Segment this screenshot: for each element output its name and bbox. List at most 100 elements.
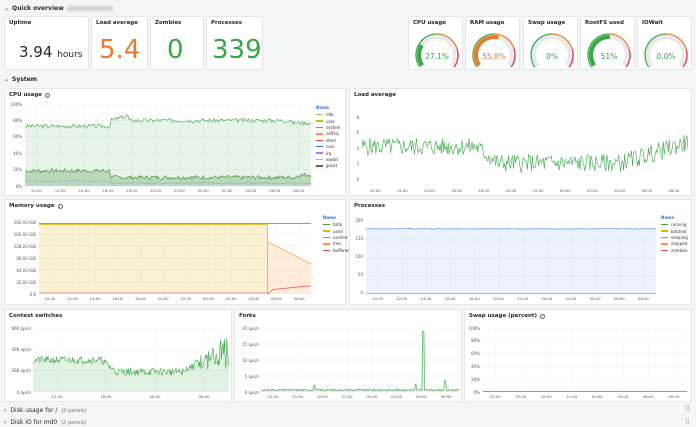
legend-item[interactable]: user xyxy=(316,118,340,124)
legend-swatch xyxy=(316,152,323,154)
drag-handle-icon[interactable]: ⠿ xyxy=(684,418,690,426)
y-tick: 50 xyxy=(357,271,363,277)
panel-title: Zombies xyxy=(155,20,182,26)
legend-item[interactable]: sleeping xyxy=(661,234,688,240)
y-tick: 40% xyxy=(13,150,22,156)
uptime-panel: Uptime 3.94 hours xyxy=(4,16,89,70)
x-tick: 10:00 xyxy=(369,188,381,193)
x-tick: 14:00 xyxy=(89,296,101,301)
gauge-panel-iowait: IOWait 0.0% xyxy=(637,16,692,70)
x-tick: 08:00 xyxy=(637,296,649,301)
gauge-threshold xyxy=(568,49,574,68)
row-count: (2 panels) xyxy=(61,419,87,426)
legend-item[interactable]: stopped xyxy=(661,241,688,247)
x-tick: 18:00 xyxy=(100,394,112,399)
y-tick: 0 B xyxy=(29,291,36,297)
row-disk-usage[interactable]: › Disk usage for / (2 panels) xyxy=(4,407,87,414)
forks-chart xyxy=(261,328,459,392)
legend-item[interactable]: irq xyxy=(316,150,340,156)
row-disk-io[interactable]: › Disk IO for md0 (2 panels) xyxy=(4,419,86,426)
gauge-panel-rootfs: RootFS used 51% xyxy=(580,16,635,70)
series-line xyxy=(362,134,688,173)
gauge-threshold xyxy=(530,33,553,68)
memory-usage-panel: Memory usage i 192.00 GiB 160.00 GiB 128.0… xyxy=(4,199,350,305)
uptime-value: 3.94 hours xyxy=(19,43,83,61)
legend-label: guest xyxy=(326,163,338,169)
legend-item[interactable]: blocked xyxy=(661,228,688,234)
x-tick: 16:00 xyxy=(102,188,114,193)
x-tick: 22:00 xyxy=(517,296,529,301)
x-tick: 12:00 xyxy=(67,296,78,301)
processes-value: 339 xyxy=(212,35,262,65)
y-tick: 60% xyxy=(471,351,480,357)
series-area xyxy=(33,338,229,392)
swap-usage-panel: Swap usage (percent) i 100% 80% 60% 40% 20% 0… xyxy=(464,309,692,402)
series-line xyxy=(25,114,311,129)
cpu-chart xyxy=(25,104,311,186)
y-tick: 20% xyxy=(13,167,22,173)
gauge-fill xyxy=(589,35,610,67)
legend-item[interactable]: system xyxy=(316,124,340,130)
x-tick: 16:00 xyxy=(451,188,463,193)
x-tick: 10:00 xyxy=(44,296,56,301)
x-tick: 16:00 xyxy=(444,296,456,301)
legend-label: total xyxy=(333,222,343,228)
chevron-down-icon: ⌄ xyxy=(4,76,10,83)
memory-chart xyxy=(39,222,311,294)
panel-title: CPU usage xyxy=(413,20,447,26)
legend-swatch xyxy=(323,230,330,232)
legend-swatch xyxy=(316,139,323,141)
gauge-threshold xyxy=(472,33,495,68)
x-tick: 22:00 xyxy=(173,188,185,193)
x-tick: 12:00 xyxy=(396,188,408,193)
sleeping-area xyxy=(366,228,656,294)
section-system[interactable]: ⌄ System xyxy=(4,76,37,83)
x-tick: 02:00 xyxy=(225,296,237,301)
legend-label: nice xyxy=(326,144,335,150)
chevron-right-icon: › xyxy=(4,407,7,414)
x-tick: 14:00 xyxy=(423,188,435,193)
legend-swatch xyxy=(661,223,668,226)
load-stat-panel: Load average 5.4 xyxy=(91,16,148,70)
legend-item[interactable]: steal xyxy=(316,137,340,143)
info-icon[interactable]: i xyxy=(45,92,51,98)
legend-item[interactable]: iowait xyxy=(316,156,340,162)
legend-swatch xyxy=(323,249,330,251)
legend-item[interactable]: buffered xyxy=(323,247,350,253)
legend-item[interactable]: free xyxy=(323,241,350,247)
legend-item[interactable]: guest xyxy=(316,163,340,169)
legend-swatch xyxy=(316,120,323,122)
legend-swatch xyxy=(323,236,330,239)
y-tick: 200 xyxy=(355,217,363,223)
x-tick: 12:00 xyxy=(54,188,66,193)
context-switches-chart xyxy=(33,328,229,392)
info-icon[interactable]: i xyxy=(57,203,63,209)
panel-header: Swap usage (percent) i xyxy=(469,313,546,319)
panel-title: Processes xyxy=(354,203,386,209)
gauge-threshold xyxy=(644,33,667,68)
legend-label: idle xyxy=(326,112,334,118)
x-tick: 09:00 xyxy=(440,394,452,399)
series-line xyxy=(261,330,459,392)
x-tick: 20:00 xyxy=(150,188,162,193)
legend-item[interactable]: cached xyxy=(323,234,350,240)
uptime-number: 3.94 xyxy=(19,43,53,61)
section-quick-overview[interactable]: ⌄ Quick overview xyxy=(4,5,113,12)
legend-item[interactable]: running xyxy=(661,222,688,228)
y-tick: 20% xyxy=(471,376,480,382)
legend-item[interactable]: used xyxy=(323,228,350,234)
legend-item[interactable]: idle xyxy=(316,112,340,118)
drag-handle-icon[interactable]: ⠿ xyxy=(684,405,690,413)
legend-item[interactable]: total xyxy=(323,222,350,228)
panel-title: RAM usage xyxy=(470,20,505,26)
x-tick: 00:00 xyxy=(203,296,214,301)
info-icon[interactable]: i xyxy=(540,313,546,319)
legend-item[interactable]: nice xyxy=(316,143,340,149)
legend-item[interactable]: zombies xyxy=(661,247,688,253)
x-tick: 08:00 xyxy=(293,188,305,193)
x-tick: 12:00 xyxy=(267,394,279,399)
y-tick: 60K ops/s xyxy=(11,325,32,331)
y-tick: 60% xyxy=(13,134,22,140)
legend-item[interactable]: softirq xyxy=(316,131,340,137)
x-tick: 06:00 xyxy=(415,394,427,399)
